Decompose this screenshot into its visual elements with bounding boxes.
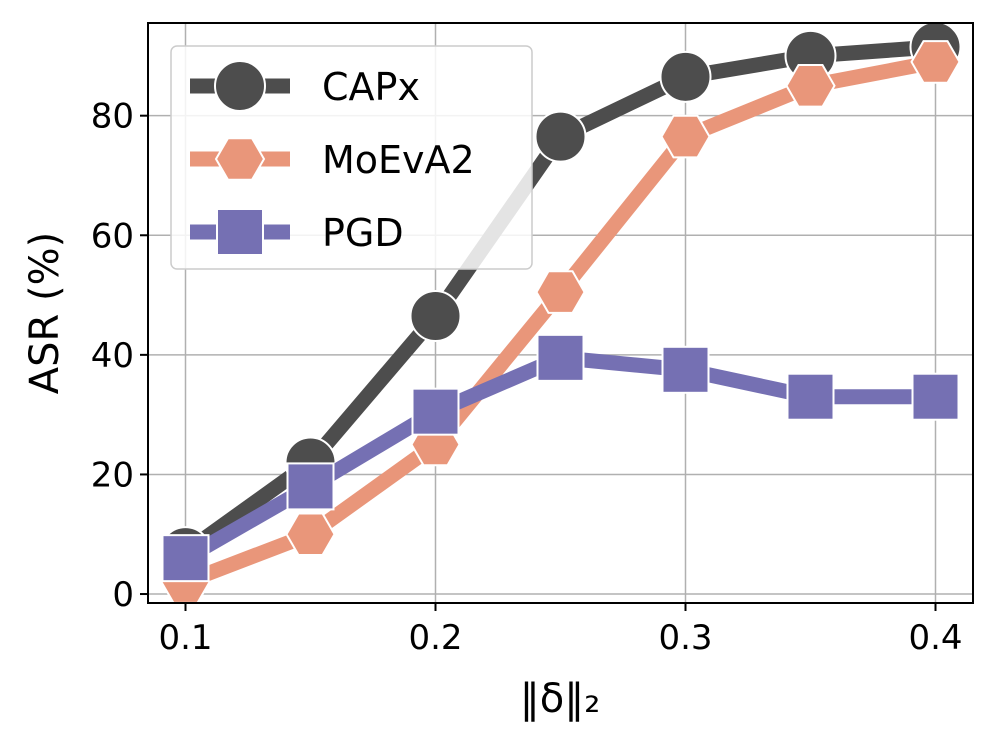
y-tick-label: 0 [112, 575, 134, 615]
y-axis-title: ASR (%) [22, 232, 68, 394]
axis-ticks: 0.1 0.2 0.3 0.4 0 20 40 60 80 [91, 97, 963, 658]
y-tick-label: 80 [91, 97, 134, 137]
capx-point [534, 110, 587, 163]
pgd-point [786, 372, 835, 421]
plot-frame [147, 22, 974, 604]
moeva2-point [285, 512, 336, 556]
data-series [159, 20, 962, 604]
y-tick-label: 40 [91, 336, 134, 376]
y-tick-label: 20 [91, 455, 134, 495]
legend-label: MoEvA2 [322, 138, 475, 182]
x-tick-label: 0.4 [908, 618, 962, 658]
legend-swatch-marker [214, 60, 266, 112]
capx-point [659, 50, 712, 103]
series-pgd [161, 333, 960, 583]
pgd-point [536, 333, 585, 382]
moeva2-point [910, 40, 961, 84]
moeva2-point [535, 270, 586, 314]
pgd-point [411, 387, 460, 436]
pgd-point [911, 372, 960, 421]
legend-label: CAPx [322, 65, 420, 109]
legend-item-moeva2: MoEvA2 [190, 137, 475, 182]
legend: CAPx MoEvA2 PGD [170, 45, 533, 270]
pgd-point [661, 345, 710, 394]
moeva2-point [785, 64, 836, 108]
capx-point [409, 289, 462, 342]
x-tick-label: 0.3 [658, 618, 712, 658]
legend-item-pgd: PGD [190, 208, 404, 256]
legend-swatch-marker [214, 137, 266, 181]
legend-label: PGD [322, 211, 404, 255]
pgd-point [161, 534, 210, 583]
legend-item-capx: CAPx [190, 60, 420, 112]
legend-swatch-marker [216, 208, 264, 256]
x-tick-label: 0.2 [408, 618, 462, 658]
x-tick-label: 0.1 [158, 618, 212, 658]
pgd-point [286, 462, 335, 511]
y-tick-label: 60 [91, 216, 134, 256]
moeva2-point [660, 114, 711, 159]
x-axis-title: ‖δ‖₂ [520, 676, 601, 722]
